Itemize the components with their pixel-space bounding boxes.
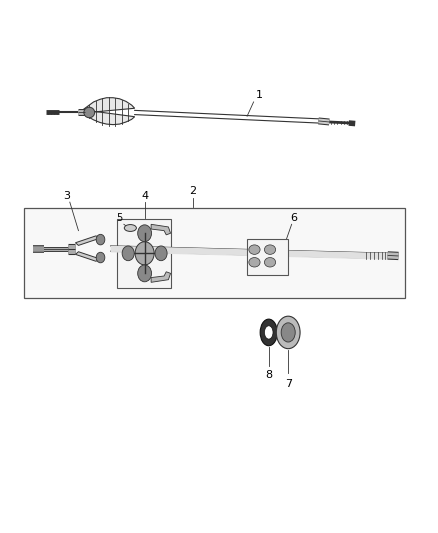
- Circle shape: [96, 235, 105, 245]
- Text: 1: 1: [256, 90, 263, 100]
- Text: 3: 3: [63, 191, 70, 200]
- Ellipse shape: [265, 245, 276, 254]
- Ellipse shape: [265, 326, 273, 339]
- Bar: [25, 208, 405, 298]
- Text: 8: 8: [265, 370, 272, 381]
- Polygon shape: [75, 252, 101, 261]
- Ellipse shape: [249, 245, 260, 254]
- Ellipse shape: [260, 319, 277, 346]
- Text: 6: 6: [290, 213, 297, 223]
- Text: 2: 2: [190, 187, 197, 196]
- Text: 5: 5: [117, 213, 123, 223]
- Ellipse shape: [276, 316, 300, 349]
- Polygon shape: [151, 224, 170, 235]
- Ellipse shape: [281, 323, 295, 342]
- Circle shape: [122, 246, 134, 261]
- Polygon shape: [75, 236, 101, 245]
- Circle shape: [138, 225, 152, 241]
- Circle shape: [96, 252, 105, 263]
- Text: 7: 7: [285, 379, 292, 389]
- Ellipse shape: [124, 224, 136, 231]
- Ellipse shape: [249, 257, 260, 267]
- Polygon shape: [151, 272, 170, 282]
- Bar: [247, 239, 288, 276]
- Circle shape: [138, 265, 152, 282]
- Bar: [117, 219, 171, 288]
- Ellipse shape: [265, 257, 276, 267]
- Ellipse shape: [84, 107, 95, 118]
- Circle shape: [155, 246, 167, 261]
- Text: 4: 4: [141, 191, 148, 200]
- Polygon shape: [83, 98, 134, 125]
- Circle shape: [135, 241, 154, 265]
